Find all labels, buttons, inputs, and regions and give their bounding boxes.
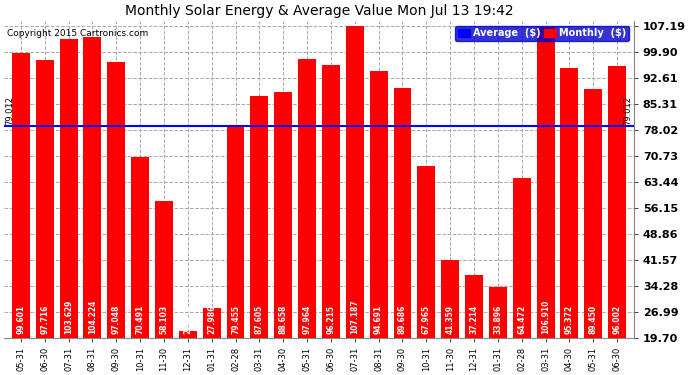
- Text: 89.686: 89.686: [398, 304, 407, 334]
- Bar: [393, 88, 411, 338]
- Bar: [489, 287, 506, 338]
- Bar: [298, 59, 316, 338]
- Text: 107.187: 107.187: [351, 299, 359, 334]
- Text: 106.910: 106.910: [541, 300, 550, 334]
- Text: 89.450: 89.450: [589, 305, 598, 334]
- Bar: [155, 201, 173, 338]
- Text: 88.658: 88.658: [279, 304, 288, 334]
- Bar: [584, 89, 602, 338]
- Bar: [179, 332, 197, 338]
- Bar: [417, 166, 435, 338]
- Bar: [250, 96, 268, 338]
- Text: 87.605: 87.605: [255, 305, 264, 334]
- Bar: [465, 275, 483, 338]
- Bar: [226, 125, 244, 338]
- Text: 96.215: 96.215: [326, 305, 335, 334]
- Bar: [370, 70, 388, 338]
- Bar: [203, 308, 221, 338]
- Bar: [131, 157, 149, 338]
- Text: 79.012: 79.012: [623, 96, 632, 125]
- Text: 70.491: 70.491: [136, 305, 145, 334]
- Text: 64.472: 64.472: [518, 305, 526, 334]
- Legend: Average  ($), Monthly  ($): Average ($), Monthly ($): [455, 26, 629, 41]
- Text: 104.224: 104.224: [88, 300, 97, 334]
- Text: 94.691: 94.691: [374, 305, 383, 334]
- Bar: [513, 178, 531, 338]
- Bar: [608, 66, 626, 338]
- Text: 67.965: 67.965: [422, 305, 431, 334]
- Text: 79.012: 79.012: [6, 96, 14, 125]
- Bar: [346, 26, 364, 338]
- Text: 97.716: 97.716: [40, 304, 49, 334]
- Text: 37.214: 37.214: [469, 305, 478, 334]
- Bar: [83, 37, 101, 338]
- Text: 21.414: 21.414: [184, 305, 193, 334]
- Title: Monthly Solar Energy & Average Value Mon Jul 13 19:42: Monthly Solar Energy & Average Value Mon…: [125, 4, 513, 18]
- Text: 97.964: 97.964: [302, 305, 312, 334]
- Bar: [537, 27, 555, 338]
- Text: 96.002: 96.002: [613, 305, 622, 334]
- Bar: [560, 68, 578, 338]
- Text: 41.359: 41.359: [446, 305, 455, 334]
- Bar: [322, 65, 340, 338]
- Text: 58.103: 58.103: [159, 305, 168, 334]
- Text: 97.048: 97.048: [112, 304, 121, 334]
- Text: 27.986: 27.986: [207, 304, 216, 334]
- Text: 99.601: 99.601: [17, 305, 26, 334]
- Text: 79.455: 79.455: [231, 305, 240, 334]
- Text: 103.629: 103.629: [64, 300, 73, 334]
- Text: Copyright 2015 Cartronics.com: Copyright 2015 Cartronics.com: [8, 28, 148, 38]
- Bar: [36, 60, 54, 338]
- Bar: [12, 53, 30, 338]
- Text: 33.896: 33.896: [493, 305, 502, 334]
- Bar: [274, 92, 292, 338]
- Bar: [441, 261, 459, 338]
- Text: 95.372: 95.372: [565, 305, 574, 334]
- Bar: [108, 62, 125, 338]
- Bar: [59, 39, 77, 338]
